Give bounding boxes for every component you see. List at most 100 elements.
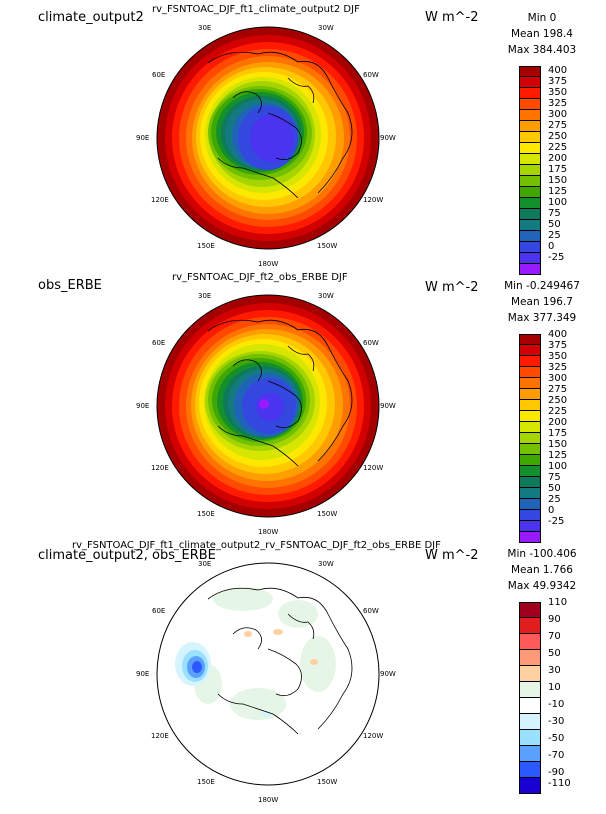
colorbar-label: 125 <box>548 450 568 461</box>
lon-label-150e: 150E <box>197 242 215 250</box>
field-shading <box>157 563 379 785</box>
lon-label-90w: 90W <box>380 402 396 410</box>
lon-label-90w: 90W <box>380 134 396 142</box>
stat-mean: Mean 198.4 <box>510 28 573 40</box>
stat-max: Max 384.403 <box>507 44 577 56</box>
colorbar-label: 300 <box>548 109 568 120</box>
units-label: W m^-2 <box>425 280 479 295</box>
colorbar-label: 350 <box>548 87 568 98</box>
colorbar-label: 90 <box>548 614 561 625</box>
colorbar-label: -25 <box>548 516 565 527</box>
lon-label-30w: 30W <box>318 24 334 32</box>
coastlines <box>207 51 353 199</box>
colorbar <box>519 66 541 275</box>
colorbar-label: 200 <box>548 417 568 428</box>
lon-label-120w: 120W <box>363 464 384 472</box>
lon-label-60e: 60E <box>152 71 166 79</box>
colorbar-label: 275 <box>548 120 568 131</box>
stat-min: Min -100.406 <box>507 548 577 560</box>
colorbar-label: 0 <box>548 505 555 516</box>
colorbar-label: 30 <box>548 665 561 676</box>
lon-label-120w: 120W <box>363 196 384 204</box>
colorbar-label: 150 <box>548 439 568 450</box>
panel-left-label: climate_output2 <box>38 10 144 25</box>
colorbar-label: 375 <box>548 340 568 351</box>
panel-test: rv_FSNTOAC_DJF_ft1_climate_output2 DJF c… <box>0 0 606 275</box>
stat-max: Max 377.349 <box>507 312 577 324</box>
colorbar-label: -110 <box>548 778 571 789</box>
lon-label-90e: 90E <box>136 402 150 410</box>
stat-mean: Mean 196.7 <box>510 296 573 308</box>
lon-label-180w: 180W <box>258 260 279 268</box>
colorbar-label: 10 <box>548 682 561 693</box>
colorbar-label: 300 <box>548 373 568 384</box>
stat-mean: Mean 1.766 <box>510 564 573 576</box>
colorbar-label: 375 <box>548 76 568 87</box>
colorbar-label: 175 <box>548 164 568 175</box>
lon-label-90e: 90E <box>136 134 150 142</box>
colorbar-label: 225 <box>548 142 568 153</box>
colorbar-label: 200 <box>548 153 568 164</box>
lon-label-60e: 60E <box>152 607 166 615</box>
lon-label-60e: 60E <box>152 339 166 347</box>
lon-label-30e: 30E <box>198 292 212 300</box>
lon-label-180w: 180W <box>258 796 279 804</box>
colorbar-label: 125 <box>548 186 568 197</box>
lon-label-30e: 30E <box>198 24 212 32</box>
colorbar-label: 350 <box>548 351 568 362</box>
lon-label-60w: 60W <box>363 607 379 615</box>
lon-label-120e: 120E <box>151 732 169 740</box>
polar-map <box>156 294 380 518</box>
panel-title: rv_FSNTOAC_DJF_ft1_climate_output2_rv_FS… <box>72 540 441 551</box>
stat-min: Min 0 <box>527 12 557 24</box>
colorbar-label: 50 <box>548 219 561 230</box>
units-label: W m^-2 <box>425 548 479 563</box>
colorbar-label: 25 <box>548 230 561 241</box>
colorbar-label: 250 <box>548 395 568 406</box>
colorbar-label: 250 <box>548 131 568 142</box>
polar-map <box>156 26 380 250</box>
lon-label-150e: 150E <box>197 510 215 518</box>
colorbar-label: 100 <box>548 461 568 472</box>
colorbar-label: 25 <box>548 494 561 505</box>
lon-label-120e: 120E <box>151 196 169 204</box>
panel-left-label: obs_ERBE <box>38 278 102 293</box>
colorbar-label: -70 <box>548 750 565 761</box>
lon-label-30w: 30W <box>318 560 334 568</box>
lon-label-120w: 120W <box>363 732 384 740</box>
lon-label-60w: 60W <box>363 71 379 79</box>
colorbar-label: 50 <box>548 483 561 494</box>
colorbar-label: 150 <box>548 175 568 186</box>
colorbar-label: -50 <box>548 733 565 744</box>
lon-label-120e: 120E <box>151 464 169 472</box>
colorbar-label: -30 <box>548 716 565 727</box>
colorbar-label: 100 <box>548 197 568 208</box>
panel-difference: rv_FSNTOAC_DJF_ft1_climate_output2_rv_FS… <box>0 536 606 806</box>
colorbar-label: 225 <box>548 406 568 417</box>
colorbar-label: 325 <box>548 98 568 109</box>
stat-max: Max 49.9342 <box>507 580 577 592</box>
colorbar-label: 70 <box>548 631 561 642</box>
panel-title: rv_FSNTOAC_DJF_ft1_climate_output2 DJF <box>152 4 360 15</box>
units-label: W m^-2 <box>425 10 479 25</box>
colorbar-label: 0 <box>548 241 555 252</box>
colorbar-label: 110 <box>548 597 568 608</box>
coastlines <box>207 587 353 735</box>
polar-map <box>156 562 380 786</box>
colorbar-label: -10 <box>548 699 565 710</box>
lon-label-150w: 150W <box>317 242 338 250</box>
map-boundary <box>156 562 380 786</box>
colorbar <box>519 602 541 794</box>
panel-title: rv_FSNTOAC_DJF_ft2_obs_ERBE DJF <box>172 272 348 283</box>
colorbar-label: -90 <box>548 767 565 778</box>
lon-label-30e: 30E <box>198 560 212 568</box>
colorbar-label: 275 <box>548 384 568 395</box>
lon-label-60w: 60W <box>363 339 379 347</box>
panel-obs: rv_FSNTOAC_DJF_ft2_obs_ERBE DJF obs_ERBE… <box>0 268 606 543</box>
panel-left-label: climate_output2, obs_ERBE <box>38 548 216 563</box>
lon-label-90w: 90W <box>380 670 396 678</box>
colorbar-label: 400 <box>548 65 568 76</box>
colorbar-label: 325 <box>548 362 568 373</box>
lon-label-30w: 30W <box>318 292 334 300</box>
colorbar-label: 400 <box>548 329 568 340</box>
